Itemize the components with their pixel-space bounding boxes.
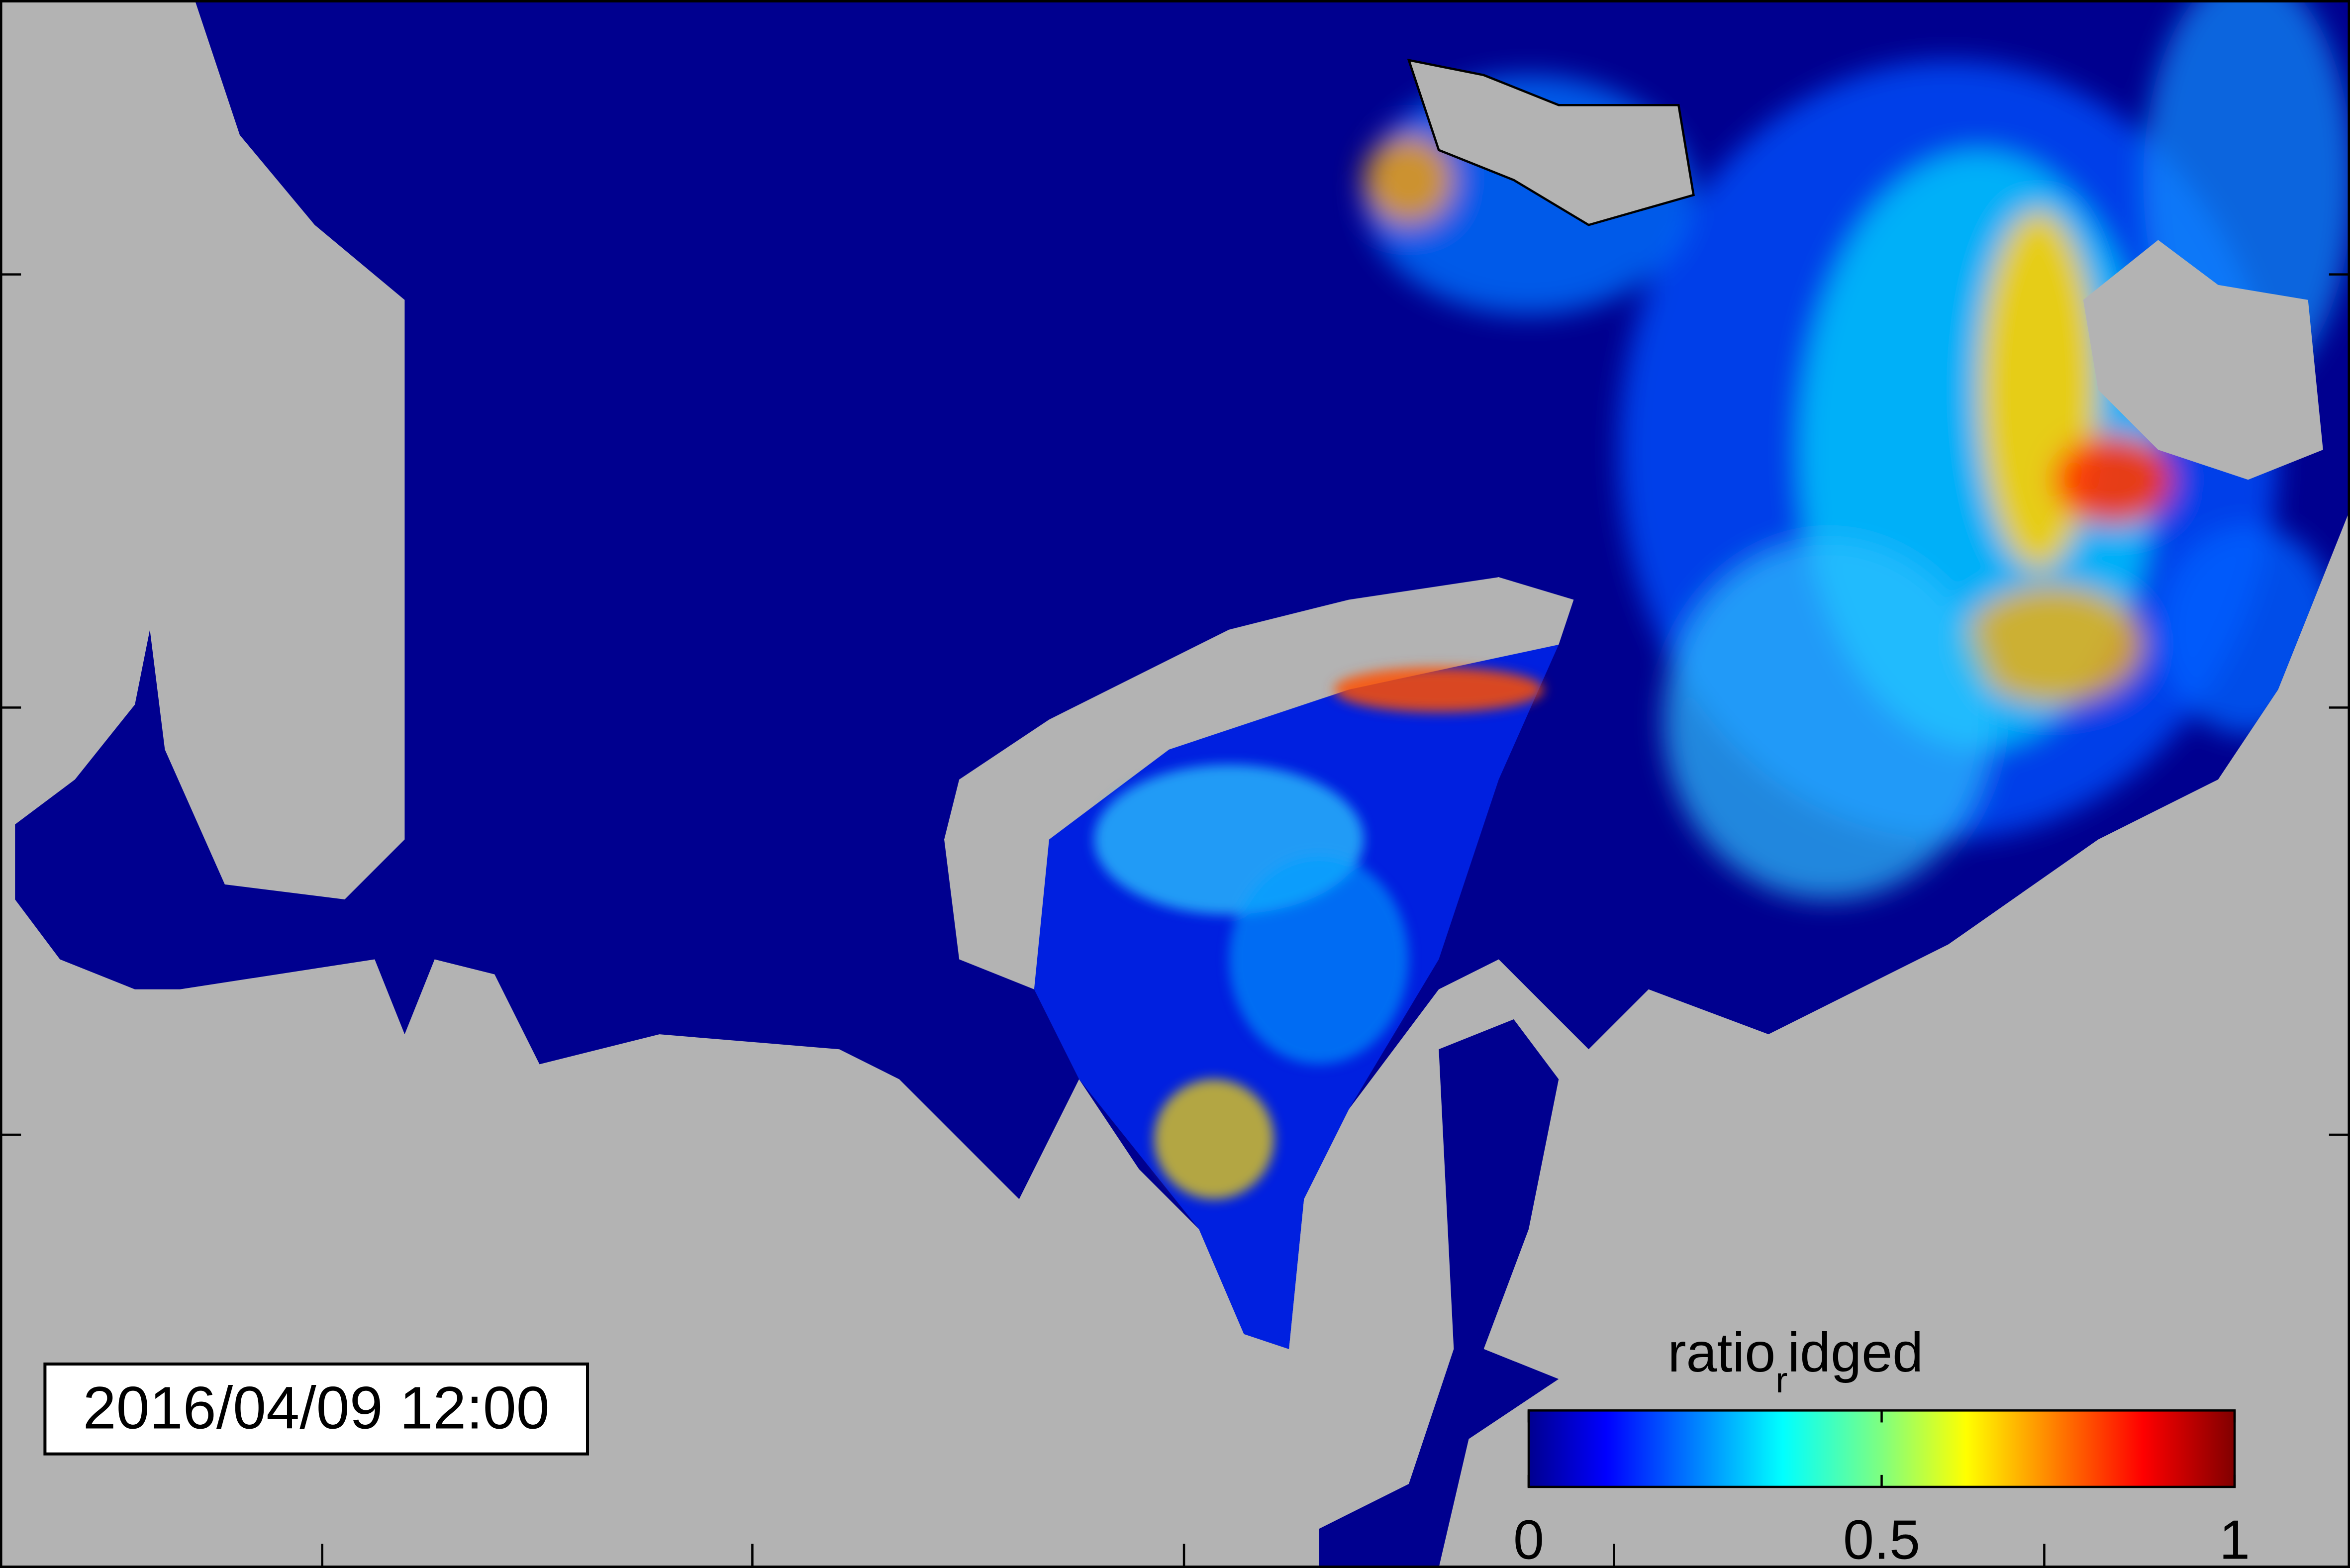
colorbar-label-rest: idged <box>1787 1321 1923 1383</box>
timestamp: 2016/04/09 12:00 <box>83 1374 550 1441</box>
frame-ticks <box>0 273 2350 1568</box>
island <box>2083 240 2323 480</box>
colorbar-tick-label: 0 <box>1513 1509 1544 1568</box>
colorbar-label-main: ratio <box>1667 1321 1775 1383</box>
colorbar-tick-label: 0.5 <box>1843 1509 1920 1568</box>
colorbar-label-subscript: r <box>1775 1361 1787 1400</box>
colorbar-tick-label: 1 <box>2219 1509 2250 1568</box>
colorbar-label: ratioridged <box>1667 1321 1923 1400</box>
archipelago <box>1407 58 1695 226</box>
timestamp-box <box>43 1362 589 1456</box>
river <box>1319 1019 1559 1568</box>
white-sea-ice <box>1094 667 1544 1199</box>
